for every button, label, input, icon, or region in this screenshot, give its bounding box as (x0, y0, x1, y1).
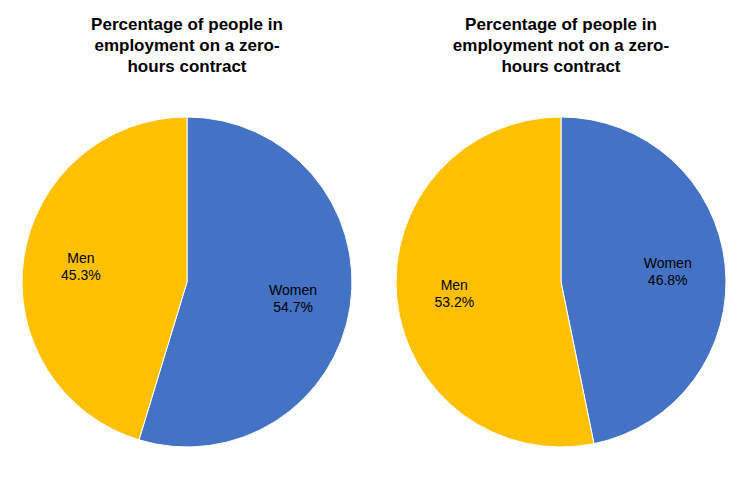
chart-container: Percentage of people in employment on a z… (0, 0, 748, 497)
pie-slice (561, 117, 726, 444)
title-line: hours contract (501, 57, 620, 76)
slice-labels: Women54.7% Men45.3% (61, 250, 317, 315)
slices (396, 117, 726, 447)
pie-slice (396, 117, 594, 447)
slices (22, 117, 352, 447)
slice-value: 53.2% (434, 294, 474, 310)
slice-label: Women46.8% (644, 255, 692, 288)
slice-category: Men (441, 277, 468, 293)
slice-category: Women (269, 282, 317, 298)
title-line: Percentage of people in (465, 15, 657, 34)
slice-label: Women54.7% (269, 282, 317, 315)
slice-value: 45.3% (61, 267, 101, 283)
title-line: Percentage of people in (91, 15, 283, 34)
pie-chart: Percentage of people in employment on a z… (22, 15, 352, 447)
title-line: employment on a zero- (94, 36, 279, 55)
slice-category: Men (67, 250, 94, 266)
slice-value: 46.8% (648, 272, 688, 288)
pie-slice (22, 117, 187, 440)
chart-svg: Percentage of people in employment on a z… (0, 0, 748, 497)
slice-labels: Women46.8% Men53.2% (434, 255, 691, 310)
title-line: hours contract (127, 57, 246, 76)
slice-category: Women (644, 255, 692, 271)
chart-title: Percentage of people in employment on a z… (91, 15, 283, 76)
slice-label: Men45.3% (61, 250, 101, 283)
chart-title: Percentage of people in employment not on… (453, 15, 669, 76)
title-line: employment not on a zero- (453, 36, 669, 55)
slice-label: Men53.2% (434, 277, 474, 310)
page: {"chart_data": [ {"type": "pie", "title"… (0, 0, 748, 497)
pie-chart: Percentage of people in employment not on… (396, 15, 726, 447)
slice-value: 54.7% (273, 299, 313, 315)
